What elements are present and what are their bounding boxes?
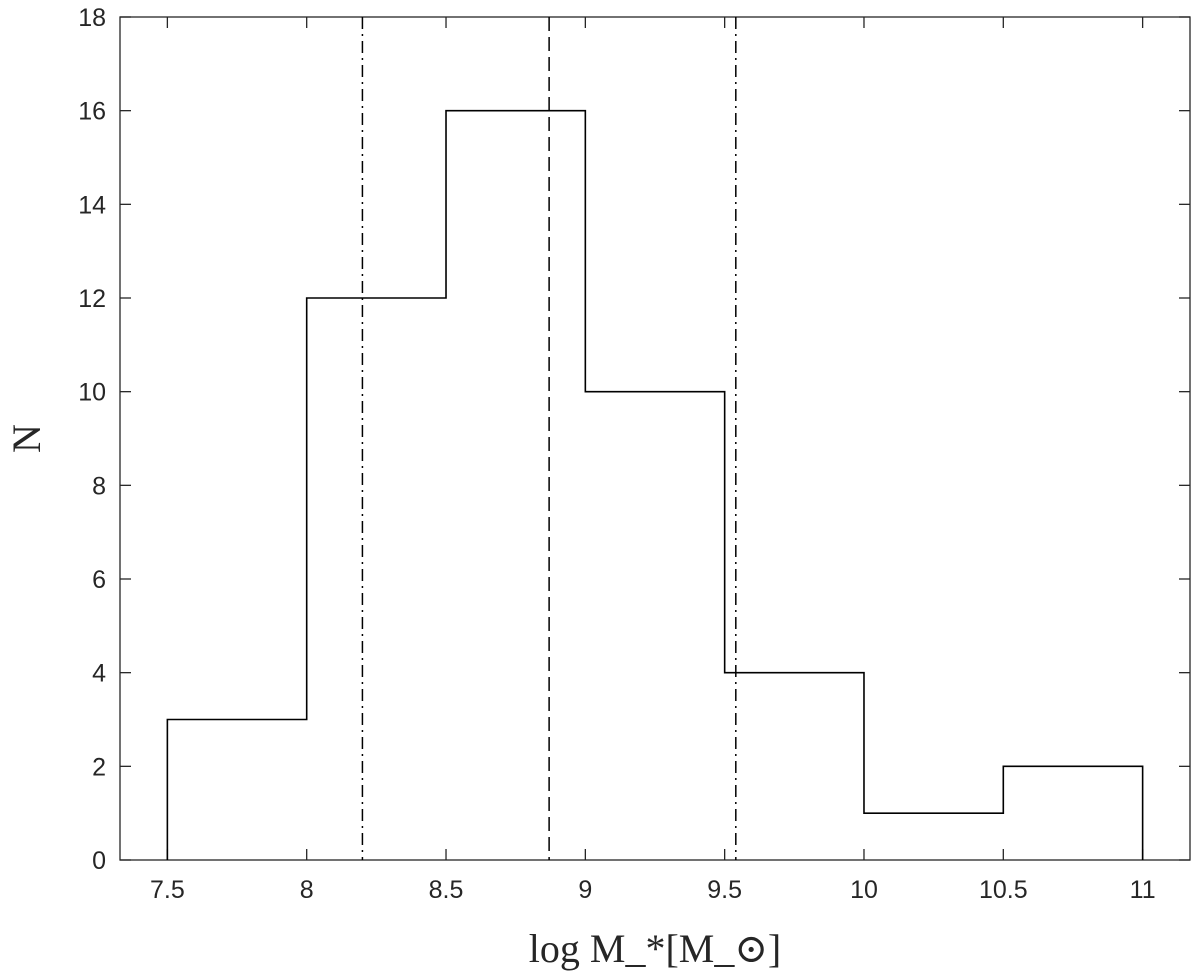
histogram-bin [864, 813, 1003, 860]
x-axis-label: log M_*[M_⊙] [529, 926, 781, 971]
y-tick-label: 14 [78, 191, 106, 219]
y-tick-label: 4 [92, 660, 106, 688]
x-tick-label: 7.5 [150, 876, 185, 904]
histogram-outline [166, 109, 1144, 860]
y-tick-label: 12 [78, 285, 106, 313]
x-tick-label: 8.5 [429, 876, 464, 904]
histogram-bin [725, 673, 864, 860]
y-tick-label: 10 [78, 379, 106, 407]
y-tick-label: 6 [92, 566, 106, 594]
y-tick-label: 2 [92, 753, 106, 781]
axes-box [119, 16, 1191, 861]
x-tick-label: 10.5 [979, 876, 1028, 904]
histogram-bin [585, 392, 724, 860]
y-tick-label: 0 [92, 847, 106, 875]
histogram-bin [167, 720, 306, 861]
x-tick-label: 9.5 [707, 876, 742, 904]
y-axis-label: N [4, 424, 49, 453]
histogram-bin [1003, 766, 1142, 860]
x-tick-label: 9 [578, 876, 592, 904]
y-tick-label: 18 [78, 4, 106, 32]
y-tick-label: 16 [78, 98, 106, 126]
histogram-bin [307, 298, 446, 860]
x-tick-label: 10 [850, 876, 878, 904]
x-tick-label: 11 [1130, 876, 1156, 904]
x-tick-label: 8 [300, 876, 314, 904]
histogram-bin [446, 111, 585, 860]
y-tick-label: 8 [92, 472, 106, 500]
